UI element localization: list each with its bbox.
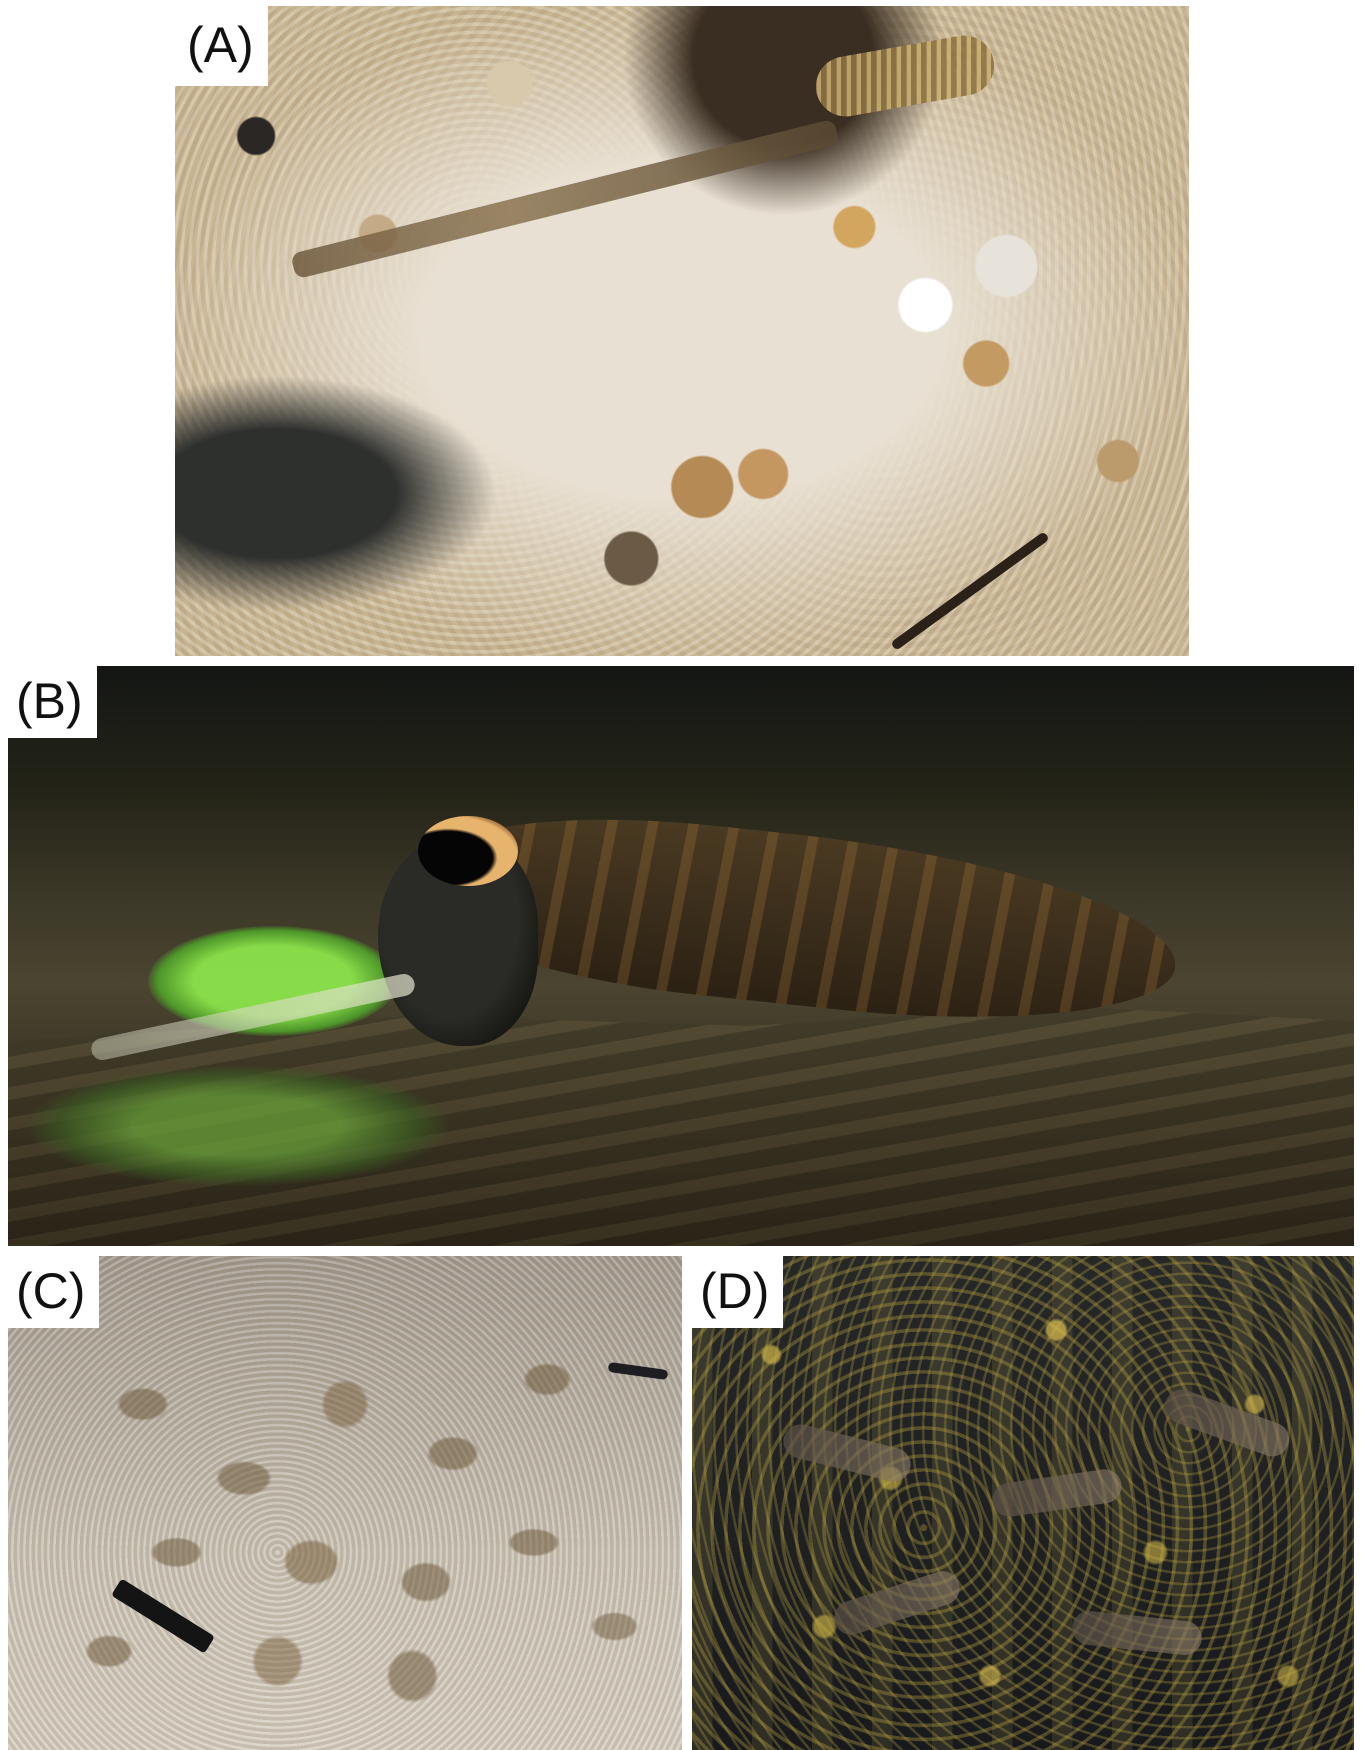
photo-panel-c: (C) [8,1256,682,1750]
camouflaged-larva [829,1566,965,1640]
photo-panel-d: (D) [692,1256,1354,1750]
camouflaged-larva [779,1420,915,1486]
larva-head-shield [418,816,518,886]
larva-abdomen-tip [811,30,999,122]
panel-label-a: (A) [175,6,268,86]
dark-stick [111,1578,215,1654]
small-dark-fish [607,1361,669,1381]
camouflaged-larva [1160,1384,1294,1462]
panel-label-b: (B) [8,666,97,738]
dark-twig [890,531,1050,651]
plant-debris-stick [290,118,840,280]
algae-patch [28,1066,448,1186]
panel-label-d: (D) [692,1256,784,1328]
camouflaged-larva [1070,1609,1204,1657]
camouflaged-larva [990,1467,1124,1519]
panel-label-c: (C) [8,1256,100,1328]
photo-panel-a [175,6,1189,656]
photo-panel-b: (B) [8,666,1354,1246]
larva-body [431,797,1185,1045]
